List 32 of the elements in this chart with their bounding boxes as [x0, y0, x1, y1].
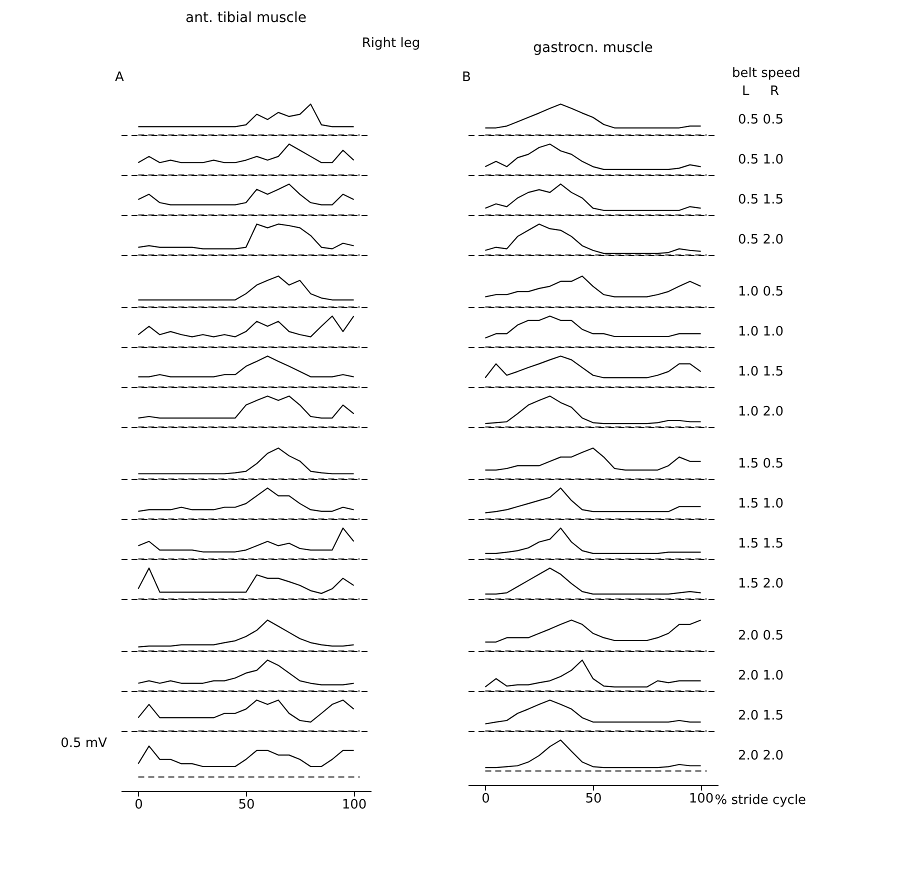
- text: 0.5 mV: [60, 736, 108, 751]
- x-tick-label: 0: [482, 792, 490, 806]
- text: R: [770, 84, 780, 99]
- text: A: [115, 70, 124, 85]
- text: 1.5 0.5: [738, 456, 784, 472]
- text: 1.0 2.0: [738, 404, 784, 420]
- text: L: [742, 84, 750, 99]
- text: 2.0 2.0: [738, 748, 784, 764]
- text: 1.5 2.0: [738, 576, 784, 592]
- text: 2.0 1.5: [738, 708, 784, 724]
- text: B: [462, 70, 471, 85]
- chart-title: gastrocn. muscle: [533, 40, 653, 56]
- x-axis-title: % stride cycle: [714, 793, 806, 808]
- text: 0.5 0.5: [738, 112, 784, 128]
- x-tick-label: 50: [585, 792, 602, 806]
- text: 1.0 1.0: [738, 324, 784, 340]
- text: 0.5 2.0: [738, 232, 784, 248]
- text: 1.5 1.5: [738, 536, 784, 552]
- text: 0.5 1.5: [738, 192, 784, 208]
- x-tick-label: 50: [238, 798, 255, 812]
- legend-title: belt speed: [732, 66, 800, 81]
- x-tick-label: 100: [342, 798, 367, 812]
- x-tick-label: 0: [134, 798, 143, 812]
- text: 1.5 1.0: [738, 496, 784, 512]
- text: 1.0 1.5: [738, 364, 784, 380]
- chart-title: ant. tibial muscle: [186, 10, 306, 26]
- x-tick-label: 100: [688, 792, 714, 806]
- text: 2.0 0.5: [738, 628, 784, 644]
- text: 0.5 1.0: [738, 152, 784, 168]
- text: 2.0 1.0: [738, 668, 784, 684]
- text: Right leg: [362, 36, 420, 51]
- text: 1.0 0.5: [738, 284, 784, 300]
